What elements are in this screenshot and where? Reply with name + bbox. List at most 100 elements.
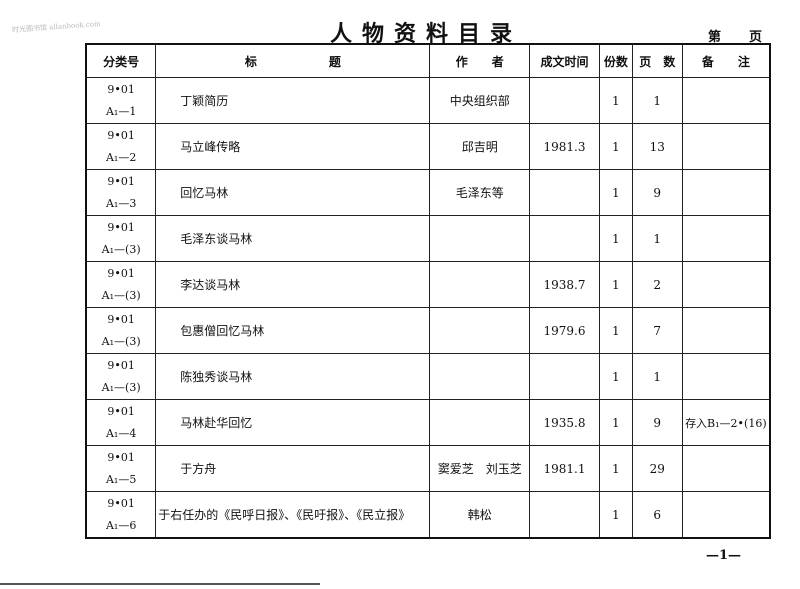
column-header: 份数: [598, 43, 633, 78]
page-title: 人物资料目录: [330, 21, 523, 47]
note-cell: [681, 169, 771, 216]
note-cell: [681, 77, 771, 124]
table-row: 9•01 A₁—5 于方舟 窦爱芝 刘玉芝 1981.1 1 29: [85, 445, 771, 492]
table-row: 9•01 A₁—4 马林赴华回忆 1935.8 1 9 存入B₁—2•(16): [85, 399, 771, 446]
title-cell: 陈独秀谈马林: [155, 353, 431, 400]
catalog-table: 分类号标 题作 者成文时间 份数页 数备 注 9•01 A₁—1 丁颖简历 中央组织部 1…: [85, 43, 771, 539]
table-row: 9•01 A₁—2 马立峰传略 邱吉明 1981.3 1 13: [85, 123, 771, 170]
author-cell: [429, 307, 531, 354]
classification-code: 9•01: [107, 174, 135, 188]
note-cell: 存入B₁—2•(16): [681, 399, 771, 446]
classification-code: A₁—6: [105, 518, 137, 532]
classification-code: 9•01: [107, 220, 135, 234]
author-cell: 窦爱芝 刘玉芝: [429, 445, 531, 492]
classification-code: 9•01: [107, 82, 135, 96]
copies-cell: 1: [598, 261, 633, 308]
copies-cell: 1: [598, 169, 633, 216]
author-cell: [429, 399, 531, 446]
copies-cell: 1: [598, 123, 633, 170]
code-cell: 9•01 A₁—(3): [85, 353, 157, 400]
title-cell: 马立峰传略: [155, 123, 431, 170]
author-cell: [429, 215, 531, 262]
table-row: 9•01 A₁—(3) 李达谈马林 1938.7 1 2: [85, 261, 771, 308]
date-cell: [529, 169, 600, 216]
note-cell: [681, 123, 771, 170]
copies-cell: 1: [598, 77, 633, 124]
classification-code: 9•01: [107, 358, 135, 372]
code-cell: 9•01 A₁—4: [85, 399, 157, 446]
note-cell: [681, 215, 771, 262]
note-cell: [681, 307, 771, 354]
note-cell: [681, 491, 771, 539]
column-header: 成文时间: [529, 43, 600, 78]
classification-code: A₁—2: [105, 150, 137, 164]
classification-code: A₁—3: [105, 196, 137, 210]
date-cell: 1981.1: [529, 445, 600, 492]
classification-code: A₁—1: [105, 104, 137, 118]
table-row: 9•01 A₁—6 于右任办的《民呼日报》、《民吁报》、《民立报》 韩松 1 6: [85, 491, 771, 539]
title-cell: 于右任办的《民呼日报》、《民吁报》、《民立报》: [155, 491, 431, 539]
date-cell: [529, 215, 600, 262]
pages-cell: 1: [631, 353, 683, 400]
table-row: 9•01 A₁—(3) 陈独秀谈马林 1 1: [85, 353, 771, 400]
classification-code: A₁—(3): [101, 334, 141, 348]
note-cell: [681, 261, 771, 308]
classification-code: A₁—(3): [101, 288, 141, 302]
title-cell: 李达谈马林: [155, 261, 431, 308]
title-cell: 马林赴华回忆: [155, 399, 431, 446]
date-cell: 1935.8: [529, 399, 600, 446]
copies-cell: 1: [598, 491, 633, 539]
title-cell: 丁颖简历: [155, 77, 431, 124]
copies-cell: 1: [598, 445, 633, 492]
title-cell: 回忆马林: [155, 169, 431, 216]
author-cell: 邱吉明: [429, 123, 531, 170]
date-cell: [529, 353, 600, 400]
code-cell: 9•01 A₁—(3): [85, 215, 157, 262]
page-label-di: 第: [708, 30, 722, 45]
pages-cell: 6: [631, 491, 683, 539]
pages-cell: 7: [631, 307, 683, 354]
table-row: 9•01 A₁—1 丁颖简历 中央组织部 1 1: [85, 77, 771, 124]
scan-edge: [0, 583, 320, 585]
note-cell: [681, 445, 771, 492]
pages-cell: 1: [631, 215, 683, 262]
date-cell: 1938.7: [529, 261, 600, 308]
classification-code: 9•01: [107, 312, 135, 326]
watermark: 时光图书馆 allanbook.com: [11, 19, 101, 35]
code-cell: 9•01 A₁—2: [85, 123, 157, 170]
page-footer: —1—: [706, 548, 742, 563]
header-row: 分类号标 题作 者成文时间 份数页 数备 注: [85, 43, 771, 78]
author-cell: 中央组织部: [429, 77, 531, 124]
page-number-label: 第页: [708, 26, 762, 45]
table-row: 9•01 A₁—(3) 包惠僧回忆马林 1979.6 1 7: [85, 307, 771, 354]
copies-cell: 1: [598, 215, 633, 262]
pages-cell: 13: [631, 123, 683, 170]
column-header: 标 题: [155, 43, 431, 78]
copies-cell: 1: [598, 353, 633, 400]
classification-code: 9•01: [107, 266, 135, 280]
classification-code: 9•01: [107, 496, 135, 510]
column-header: 作 者: [429, 43, 531, 78]
classification-code: 9•01: [107, 128, 135, 142]
author-cell: [429, 261, 531, 308]
copies-cell: 1: [598, 307, 633, 354]
title-cell: 包惠僧回忆马林: [155, 307, 431, 354]
pages-cell: 29: [631, 445, 683, 492]
pages-cell: 2: [631, 261, 683, 308]
author-cell: 韩松: [429, 491, 531, 539]
code-cell: 9•01 A₁—3: [85, 169, 157, 216]
page-label-ye: 页: [749, 30, 763, 45]
copies-cell: 1: [598, 399, 633, 446]
table-row: 9•01 A₁—3 回忆马林 毛泽东等 1 9: [85, 169, 771, 216]
code-cell: 9•01 A₁—(3): [85, 307, 157, 354]
column-header: 分类号: [85, 43, 157, 78]
author-cell: 毛泽东等: [429, 169, 531, 216]
date-cell: [529, 491, 600, 539]
author-cell: [429, 353, 531, 400]
date-cell: [529, 77, 600, 124]
column-header: 备 注: [681, 43, 771, 78]
date-cell: 1981.3: [529, 123, 600, 170]
pages-cell: 9: [631, 169, 683, 216]
classification-code: A₁—4: [105, 426, 137, 440]
note-cell: [681, 353, 771, 400]
